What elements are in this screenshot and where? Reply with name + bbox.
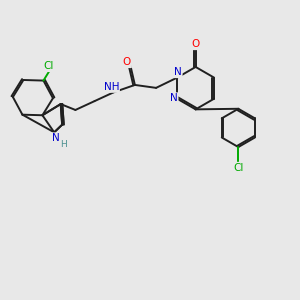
Text: Cl: Cl (234, 163, 244, 173)
Text: O: O (191, 39, 199, 49)
Text: H: H (60, 140, 66, 149)
Text: N: N (174, 67, 182, 77)
Text: N: N (52, 133, 59, 143)
Text: NH: NH (103, 82, 119, 92)
Text: O: O (123, 57, 131, 67)
Text: N: N (170, 93, 178, 103)
Text: Cl: Cl (44, 61, 54, 71)
